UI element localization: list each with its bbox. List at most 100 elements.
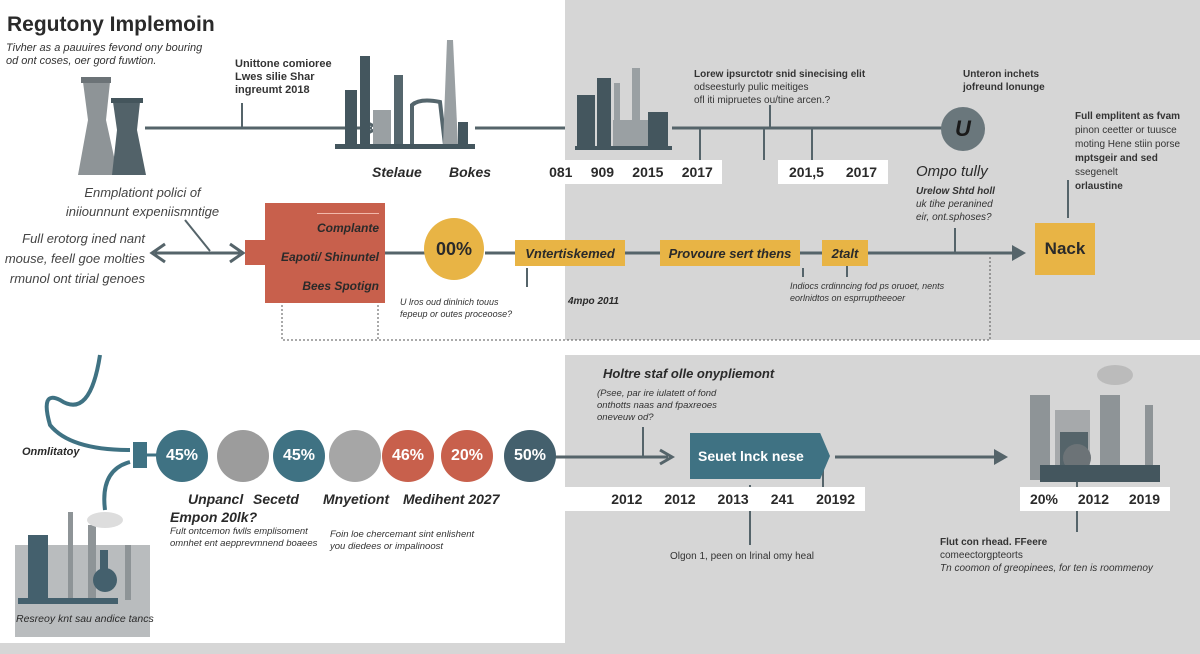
note-line: jofreund lonunge: [963, 82, 1045, 93]
note-line: comeectorgpteorts: [940, 550, 1023, 561]
under-right: Indiocs crdinncing fod ps oruoet, nents …: [790, 280, 944, 304]
note-line: Full emplitent as fvam: [1075, 111, 1181, 122]
compliance-item: Complante: [316, 213, 379, 243]
page-title: Regutony Implemoin: [7, 13, 215, 36]
note-line: fepeup or outes proceoose?: [400, 309, 513, 319]
note-line: Lwes silie Shar: [235, 71, 315, 83]
percent-circle: 00%: [424, 218, 484, 280]
note-line: (Psee, par ire iulatett of fond: [597, 388, 717, 399]
bottom-edge-panel: [0, 643, 565, 654]
cooling-tower-icon: [78, 77, 146, 175]
bottom-heading-text: (Psee, par ire iulatett of fond onthotts…: [597, 388, 717, 424]
factory-label: Bokes: [449, 164, 492, 180]
year-strip: 081 909 2015 2017: [540, 160, 722, 184]
text-b: Foin loe chercemant sint enlishent you d…: [330, 529, 474, 553]
note-line: ofl iti mipruetes ou/tine arcen.?: [694, 95, 831, 106]
circle-label: Mnyetiont: [323, 491, 390, 507]
subtitle: Tivher as a pauuires fevond ony bouring …: [6, 42, 202, 68]
year: 20192: [816, 491, 855, 507]
horn-icon: [44, 354, 131, 511]
under-year: 4mpo 2011: [568, 296, 619, 307]
olgon-text: Olgon 1, peen on lrinal omy heal: [670, 551, 814, 562]
factory-label: Stelaue: [372, 164, 422, 180]
note-line: eorlnidtos on esprruptheeoer: [790, 293, 906, 303]
factory-icon: [335, 40, 475, 149]
left-line: mouse, feell goe molties: [4, 251, 145, 266]
year: 081: [549, 164, 573, 180]
note-line: oneveuw od?: [597, 412, 654, 423]
red-box-tab: [245, 240, 267, 265]
left-line: rmunol ont tirial genoes: [9, 271, 145, 286]
note-line: U lros oud dinlnich touus: [400, 297, 499, 307]
year: 2012: [1077, 491, 1109, 507]
factory-icon: [15, 512, 150, 637]
subtitle-line: od ont coses, oer gord fuwtion.: [6, 55, 157, 67]
step-box: Provoure sert thens: [660, 240, 800, 266]
note-line: odseesturly pulic meitiges: [694, 82, 809, 93]
compliance-box: Complante Eapoti/ Shinuntel Bees Spotign: [265, 203, 385, 303]
right-note: Full emplitent as fvam pinon ceetter or …: [1075, 110, 1180, 194]
left-line: Full erotorg ined nant: [22, 231, 145, 246]
milestone-circle: U: [941, 107, 985, 151]
note-line: pinon ceetter or tuusce: [1075, 125, 1177, 136]
arrow-box: Seuet lnck nese: [690, 433, 830, 479]
note-line: ssegenelt: [1075, 167, 1118, 178]
percent-circle: 50%: [504, 430, 556, 482]
note-line: Foin loe chercemant sint enlishent: [330, 529, 475, 540]
year: 2017: [845, 164, 878, 180]
circle-label: Medihent 2027: [403, 491, 500, 507]
percent-circle: 46%: [382, 430, 434, 482]
bottom-heading: Holtre staf olle onypliemont: [603, 366, 775, 381]
note-top-left: Unittone comioree Lwes silie Shar ingreu…: [235, 58, 332, 97]
subtitle-line: Tivher as a pauuires fevond ony bouring: [6, 42, 203, 54]
nack-box: Nack: [1035, 223, 1095, 275]
note-line: onthotts naas and fpaxreoes: [597, 400, 717, 411]
percent-circle: 20%: [441, 430, 493, 482]
note-line: Indiocs crdinncing fod ps oruoet, nents: [790, 281, 945, 291]
year: 20%: [1029, 491, 1058, 507]
horn-label: Onmlitatoy: [22, 446, 80, 458]
percent-circle: [329, 430, 381, 482]
omp-text: Urelow Shtd holl uk tihe peranined eir, …: [916, 185, 995, 224]
note-unteron: Unteron inchets jofreund lonunge: [963, 68, 1045, 94]
circle-label: Secetd: [253, 491, 299, 507]
note-line: moting Hene stiin porse: [1075, 139, 1181, 150]
year-strip: 2012 2012 2013 241 20192: [565, 487, 865, 511]
compliance-item: Bees Spotign: [302, 279, 379, 293]
percent-circle: 45%: [156, 430, 208, 482]
compliance-item: Eapoti/ Shinuntel: [281, 250, 379, 264]
year-strip: 201,5 2017: [778, 160, 888, 184]
factory-label: Resreoy knt sau andice tancs: [16, 613, 154, 625]
note-line: Tn coomon of greopinees, for ten is room…: [940, 563, 1153, 574]
factory-icon: [1030, 365, 1160, 482]
note-line: omnhet ent aepprevmnend boaees: [170, 538, 318, 549]
note-line: eir, ont.sphoses?: [916, 212, 992, 223]
year: 2012: [611, 491, 643, 507]
year: 909: [590, 164, 615, 180]
factory-icon: [575, 68, 672, 150]
year-strip: 20% 2012 2019: [1020, 487, 1170, 511]
note-line: ingreumt 2018: [235, 84, 310, 96]
under-text: U lros oud dinlnich touus fepeup or oute…: [400, 296, 512, 320]
note-line: mptsgeir and sed: [1075, 153, 1158, 164]
empon-label: Empon 20lk?: [170, 509, 258, 525]
circle-label: Unpancl: [188, 491, 244, 507]
year: 201,5: [788, 164, 824, 180]
note-lorem: Lorew ipsurctotr snid sinecising elit od…: [694, 68, 865, 107]
percent-circle: 45%: [273, 430, 325, 482]
note-line: Fult ontcemon fwlls emplisoment: [170, 526, 308, 537]
note-line: Unittone comioree: [235, 58, 332, 70]
year: 2013: [717, 491, 749, 507]
note-line: you diedees or impalinoost: [330, 541, 444, 552]
note-line: Unteron inchets: [963, 69, 1040, 80]
note-line: Urelow Shtd holl: [916, 186, 995, 197]
omp-title: Ompo tully: [916, 163, 988, 180]
note-line: uk tihe peranined: [916, 199, 993, 210]
bottom-right-text: Flut con rhead. FFeere comeectorgpteorts…: [940, 536, 1153, 575]
step-box: Vntertiskemed: [515, 240, 625, 266]
note-line: Lorew ipsurctotr snid sinecising elit: [694, 69, 866, 80]
text-a: Fult ontcemon fwlls emplisoment omnhet e…: [170, 526, 317, 550]
percent-circle: [217, 430, 269, 482]
year: 2015: [632, 164, 664, 180]
